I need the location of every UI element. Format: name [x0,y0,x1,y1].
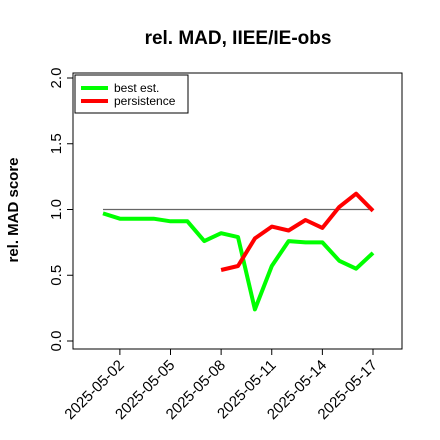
legend-label-best-est: best est. [114,81,159,95]
y-axis-label: rel. MAD score [5,157,22,262]
y-tick-label: 0.5 [48,265,65,286]
legend-label-persistence: persistence [114,94,176,108]
y-tick-label: 1.5 [48,133,65,154]
chart-title: rel. MAD, IIEE/IE-obs [145,28,332,49]
legend: best est. persistence [74,74,189,114]
x-axis: 2025-05-022025-05-052025-05-082025-05-11… [61,348,381,423]
series-line-persistence [220,191,375,272]
series-layer [102,191,375,312]
y-tick-label: 0.0 [48,331,65,352]
legend-box [74,74,189,114]
y-tick-label: 1.0 [48,199,65,220]
y-axis: 0.0 0.5 1.0 1.5 2.0 [48,68,74,352]
series-line-best-est [102,211,375,312]
y-tick-label: 2.0 [48,68,65,89]
plot-frame [72,72,403,350]
